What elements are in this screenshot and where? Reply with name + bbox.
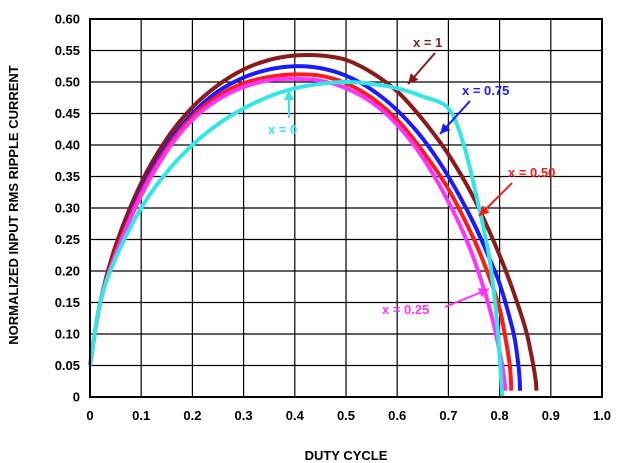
y-tick-label: 0.45 [55, 106, 80, 121]
x-tick-label: 1.0 [593, 408, 611, 423]
y-tick-label: 0.20 [55, 264, 80, 279]
x-tick-label: 0 [86, 408, 93, 423]
annotation-label: x = 1 [413, 35, 442, 50]
series-curves [88, 52, 539, 398]
y-tick-label: 0 [73, 390, 80, 405]
x-axis-label: DUTY CYCLE [305, 448, 388, 463]
x-tick-label: 0.3 [235, 408, 253, 423]
y-tick-label: 0.15 [55, 295, 80, 310]
x-tick-label: 0.8 [491, 408, 509, 423]
annotation-arrowhead [284, 90, 294, 100]
x-tick-label: 0.9 [542, 408, 560, 423]
x-tick-label: 0.5 [337, 408, 355, 423]
y-axis-label: NORMALIZED INPUT RMS RIPPLE CURRENT [6, 65, 21, 345]
y-tick-label: 0.40 [55, 138, 80, 153]
annotation-label: x = 0.75 [462, 83, 509, 98]
y-tick-labels: 0 0.05 0.10 0.15 0.20 0.25 0.30 0.35 0.40 0.45 0.5… [55, 12, 80, 405]
annotation-arrowhead [408, 73, 419, 84]
series-line-x-1 [88, 52, 539, 391]
annotation-label: x = 0 [268, 122, 297, 137]
plot-frame [89, 18, 603, 398]
annotation-arrowhead [440, 123, 451, 134]
y-tick-label: 0.55 [55, 43, 80, 58]
series-line-x-0 [88, 80, 505, 398]
x-tick-label: 0.2 [183, 408, 201, 423]
annotation-label: x = 0.25 [382, 302, 429, 317]
series-line-x-075 [88, 64, 523, 391]
x-tick-label: 0.7 [439, 408, 457, 423]
x-tick-labels: 0 0.1 0.2 0.3 0.4 0.5 0.6 0.7 0.8 0.9 1.0 [86, 408, 611, 423]
y-tick-label: 0.05 [55, 358, 80, 373]
y-tick-label: 0.60 [55, 12, 80, 27]
y-tick-label: 0.35 [55, 169, 80, 184]
x-tick-label: 0.6 [388, 408, 406, 423]
y-tick-label: 0.10 [55, 327, 80, 342]
y-tick-label: 0.30 [55, 201, 80, 216]
annotations: x = 1 x = 0.75 x = 0.50 x = 0.25 x = 0 [268, 35, 555, 317]
y-tick-label: 0.25 [55, 232, 80, 247]
x-tick-label: 0.4 [286, 408, 305, 423]
x-tick-label: 0.1 [132, 408, 150, 423]
y-tick-label: 0.50 [55, 75, 80, 90]
annotation-arrowhead [479, 205, 490, 216]
annotation-label: x = 0.50 [508, 165, 555, 180]
series-line-x-025 [88, 76, 508, 391]
annotation-arrowhead [477, 288, 489, 298]
